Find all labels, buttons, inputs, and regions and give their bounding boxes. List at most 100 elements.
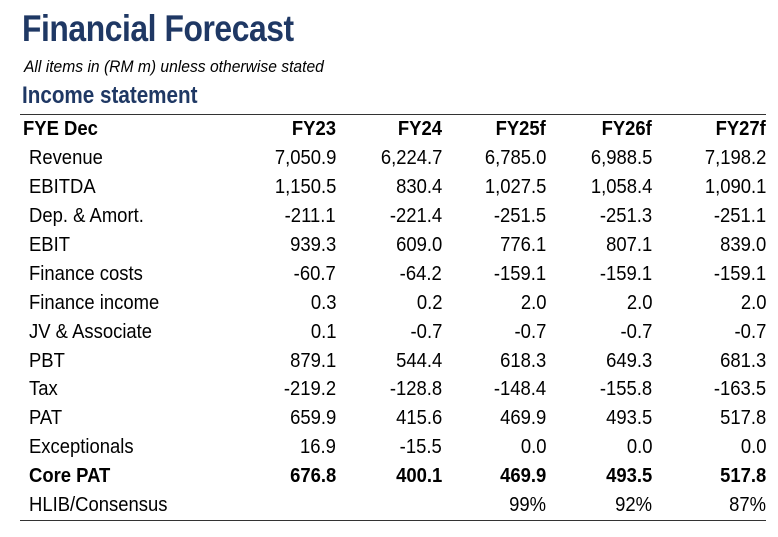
table-cell: 544.4	[395, 348, 442, 372]
table-cell: -0.7	[734, 319, 766, 343]
table-cell: 1,090.1	[704, 175, 766, 199]
table-bottom-rule	[20, 520, 766, 521]
table-cell: 659.9	[289, 406, 336, 430]
table-row: EBITDA 1,150.5 830.4 1,027.5 1,058.4 1,090.1	[20, 173, 766, 202]
table-cell: 6,988.5	[590, 146, 652, 170]
table-cell: 1,058.4	[590, 175, 652, 199]
row-label: PAT	[29, 406, 63, 430]
table-cell: 776.1	[499, 233, 546, 256]
column-header: FY27f	[715, 117, 766, 141]
column-header: FY25f	[495, 117, 546, 141]
table-cell: 92%	[615, 493, 652, 517]
table-cell: 517.8	[719, 464, 766, 488]
table-cell: 517.8	[719, 406, 766, 430]
row-label: JV & Associate	[29, 319, 153, 343]
table-cell: 0.2	[416, 290, 442, 314]
table-cell: 493.5	[605, 406, 652, 430]
table-row: Core PAT 676.8 400.1 469.9 493.5 517.8	[20, 462, 766, 491]
table-row: Exceptionals 16.9 -15.5 0.0 0.0 0.0	[20, 433, 766, 462]
table-cell: -0.7	[514, 319, 546, 343]
table-cell: 0.1	[310, 319, 336, 343]
table-cell: 1,150.5	[274, 175, 336, 199]
table-row: EBIT 939.3 609.0 776.1 807.1 839.0	[20, 231, 766, 260]
table-cell: 6,785.0	[484, 146, 546, 170]
table-cell: -15.5	[399, 435, 442, 459]
table-row: Tax -219.2 -128.8 -148.4 -155.8 -163.5	[20, 375, 766, 404]
table-cell: 681.3	[719, 348, 766, 372]
row-label: Dep. & Amort.	[29, 204, 144, 228]
column-header: FYE Dec	[23, 117, 98, 141]
table-cell: -64.2	[399, 261, 442, 285]
table-cell: 7,198.2	[704, 146, 766, 170]
row-label: PBT	[29, 348, 65, 372]
row-label: Tax	[29, 377, 58, 401]
table-cell: -251.1	[713, 204, 766, 228]
table-cell	[336, 491, 442, 520]
table-cell: 676.8	[289, 464, 336, 488]
table-row: Finance costs -60.7 -64.2 -159.1 -159.1 -159.…	[20, 259, 766, 288]
table-cell: 0.3	[310, 290, 336, 314]
table-cell: 807.1	[605, 233, 652, 256]
table-row: JV & Associate 0.1 -0.7 -0.7 -0.7 -0.7	[20, 317, 766, 346]
page-title: Financial Forecast	[22, 8, 294, 49]
table-cell: -251.3	[599, 204, 652, 228]
units-note: All items in (RM m) unless otherwise sta…	[24, 57, 324, 76]
table-cell: -211.1	[285, 204, 336, 228]
table-cell: 0.0	[520, 435, 546, 459]
table-cell: 99%	[509, 493, 546, 517]
table-cell: 415.6	[395, 406, 442, 430]
table-cell: 618.3	[499, 348, 546, 372]
table-cell: 839.0	[719, 233, 766, 256]
table-cell: -128.8	[389, 377, 442, 401]
table-cell: 1,027.5	[484, 175, 546, 199]
row-label: Exceptionals	[29, 435, 134, 459]
table-cell: 6,224.7	[380, 146, 442, 170]
column-header: FY24	[397, 117, 442, 141]
table-cell: -219.2	[283, 377, 336, 401]
column-header: FY23	[291, 117, 336, 141]
table-cell: -60.7	[293, 261, 336, 285]
table-cell: -155.8	[599, 377, 652, 401]
table-cell: 469.9	[499, 406, 546, 430]
table-row: Finance income 0.3 0.2 2.0 2.0 2.0	[20, 288, 766, 317]
table-row: HLIB/Consensus 99% 92% 87%	[20, 491, 766, 520]
row-label: Core PAT	[29, 464, 111, 488]
row-label: Finance income	[29, 290, 160, 314]
table-cell: -159.1	[493, 261, 546, 285]
table-cell: 830.4	[395, 175, 442, 199]
row-label: Revenue	[29, 146, 103, 170]
table-top-rule	[20, 114, 766, 115]
row-label: EBIT	[29, 233, 71, 256]
table-cell: 0.0	[626, 435, 652, 459]
table-cell: 879.1	[289, 348, 336, 372]
table-cell: 469.9	[499, 464, 546, 488]
table-cell: -159.1	[713, 261, 766, 285]
row-label: HLIB/Consensus	[29, 493, 168, 517]
table-cell: 7,050.9	[274, 146, 336, 170]
table-cell: -159.1	[599, 261, 652, 285]
table-cell: 2.0	[740, 290, 766, 314]
table-row: Dep. & Amort. -211.1 -221.4 -251.5 -251.3 -25…	[20, 202, 766, 231]
table-row: PAT 659.9 415.6 469.9 493.5 517.8	[20, 404, 766, 433]
table-cell: 649.3	[605, 348, 652, 372]
table-cell: 2.0	[626, 290, 652, 314]
row-label: EBITDA	[29, 175, 96, 199]
table-cell	[234, 491, 336, 520]
section-heading: Income statement	[22, 82, 198, 109]
table-cell: 493.5	[605, 464, 652, 488]
table-cell: 0.0	[740, 435, 766, 459]
column-header: FY26f	[601, 117, 652, 141]
row-label: Finance costs	[29, 261, 143, 285]
table-cell: 87%	[729, 493, 766, 517]
table-cell: 939.3	[289, 233, 336, 256]
table-header-row: FYE Dec FY23 FY24 FY25f FY26f FY27f	[20, 115, 766, 144]
table-cell: 2.0	[520, 290, 546, 314]
table-cell: 609.0	[395, 233, 442, 256]
table-cell: -148.4	[493, 377, 546, 401]
table-cell: 400.1	[395, 464, 442, 488]
table-cell: -251.5	[493, 204, 546, 228]
table-cell: -0.7	[410, 319, 442, 343]
table-cell: 16.9	[300, 435, 336, 459]
table-cell: -163.5	[713, 377, 766, 401]
table-cell: -221.4	[389, 204, 442, 228]
